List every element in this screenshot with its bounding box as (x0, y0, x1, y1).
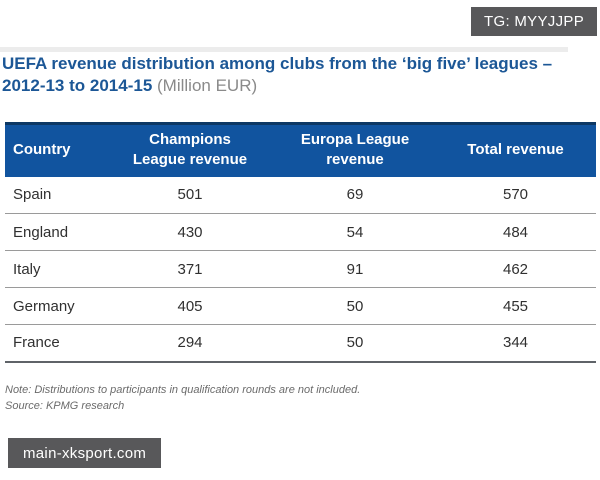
revenue-table: Country Champions League revenue Europa … (5, 122, 596, 363)
cell-total-revenue: 570 (435, 176, 596, 214)
cell-europa-revenue: 69 (275, 176, 435, 214)
cell-champions-revenue: 430 (105, 213, 275, 251)
footnotes: Note: Distributions to participants in q… (5, 382, 565, 414)
source-text: Source: KPMG research (5, 400, 125, 412)
cell-total-revenue: 455 (435, 287, 596, 325)
header-country: Country (5, 122, 105, 177)
cell-champions-revenue: 371 (105, 250, 275, 288)
cell-champions-revenue: 405 (105, 287, 275, 325)
table-row-germany: Germany 405 50 455 (5, 287, 596, 325)
cell-country: France (5, 324, 105, 363)
note-text: Note: Distributions to participants in q… (5, 384, 361, 396)
table-row-france: France 294 50 344 (5, 324, 596, 363)
cell-champions-revenue: 501 (105, 176, 275, 214)
table-row-england: England 430 54 484 (5, 213, 596, 251)
cell-europa-revenue: 50 (275, 287, 435, 325)
cell-europa-revenue: 54 (275, 213, 435, 251)
header-europa-league-revenue: Europa League revenue (275, 122, 435, 177)
table-header-row: Country Champions League revenue Europa … (5, 122, 596, 177)
title-top-rule (0, 47, 568, 52)
cell-total-revenue: 344 (435, 324, 596, 363)
table-row-italy: Italy 371 91 462 (5, 250, 596, 288)
watermark-telegram-badge: TG: MYYJJPP (471, 7, 597, 36)
header-champions-league-revenue: Champions League revenue (105, 122, 275, 177)
page-title: UEFA revenue distribution among clubs fr… (2, 53, 582, 97)
cell-total-revenue: 484 (435, 213, 596, 251)
cell-europa-revenue: 50 (275, 324, 435, 363)
header-total-revenue: Total revenue (435, 122, 596, 177)
table-row-spain: Spain 501 69 570 (5, 176, 596, 214)
cell-champions-revenue: 294 (105, 324, 275, 363)
cell-country: England (5, 213, 105, 251)
cell-country: Spain (5, 176, 105, 214)
watermark-site-badge: main-xksport.com (8, 438, 162, 468)
cell-country: Germany (5, 287, 105, 325)
title-unit-label: (Million EUR) (157, 76, 258, 95)
cell-europa-revenue: 91 (275, 250, 435, 288)
title-line1: UEFA revenue distribution among clubs fr… (2, 54, 553, 73)
title-line2-bold: 2012-13 to 2014-15 (2, 76, 153, 95)
cell-total-revenue: 462 (435, 250, 596, 288)
cell-country: Italy (5, 250, 105, 288)
